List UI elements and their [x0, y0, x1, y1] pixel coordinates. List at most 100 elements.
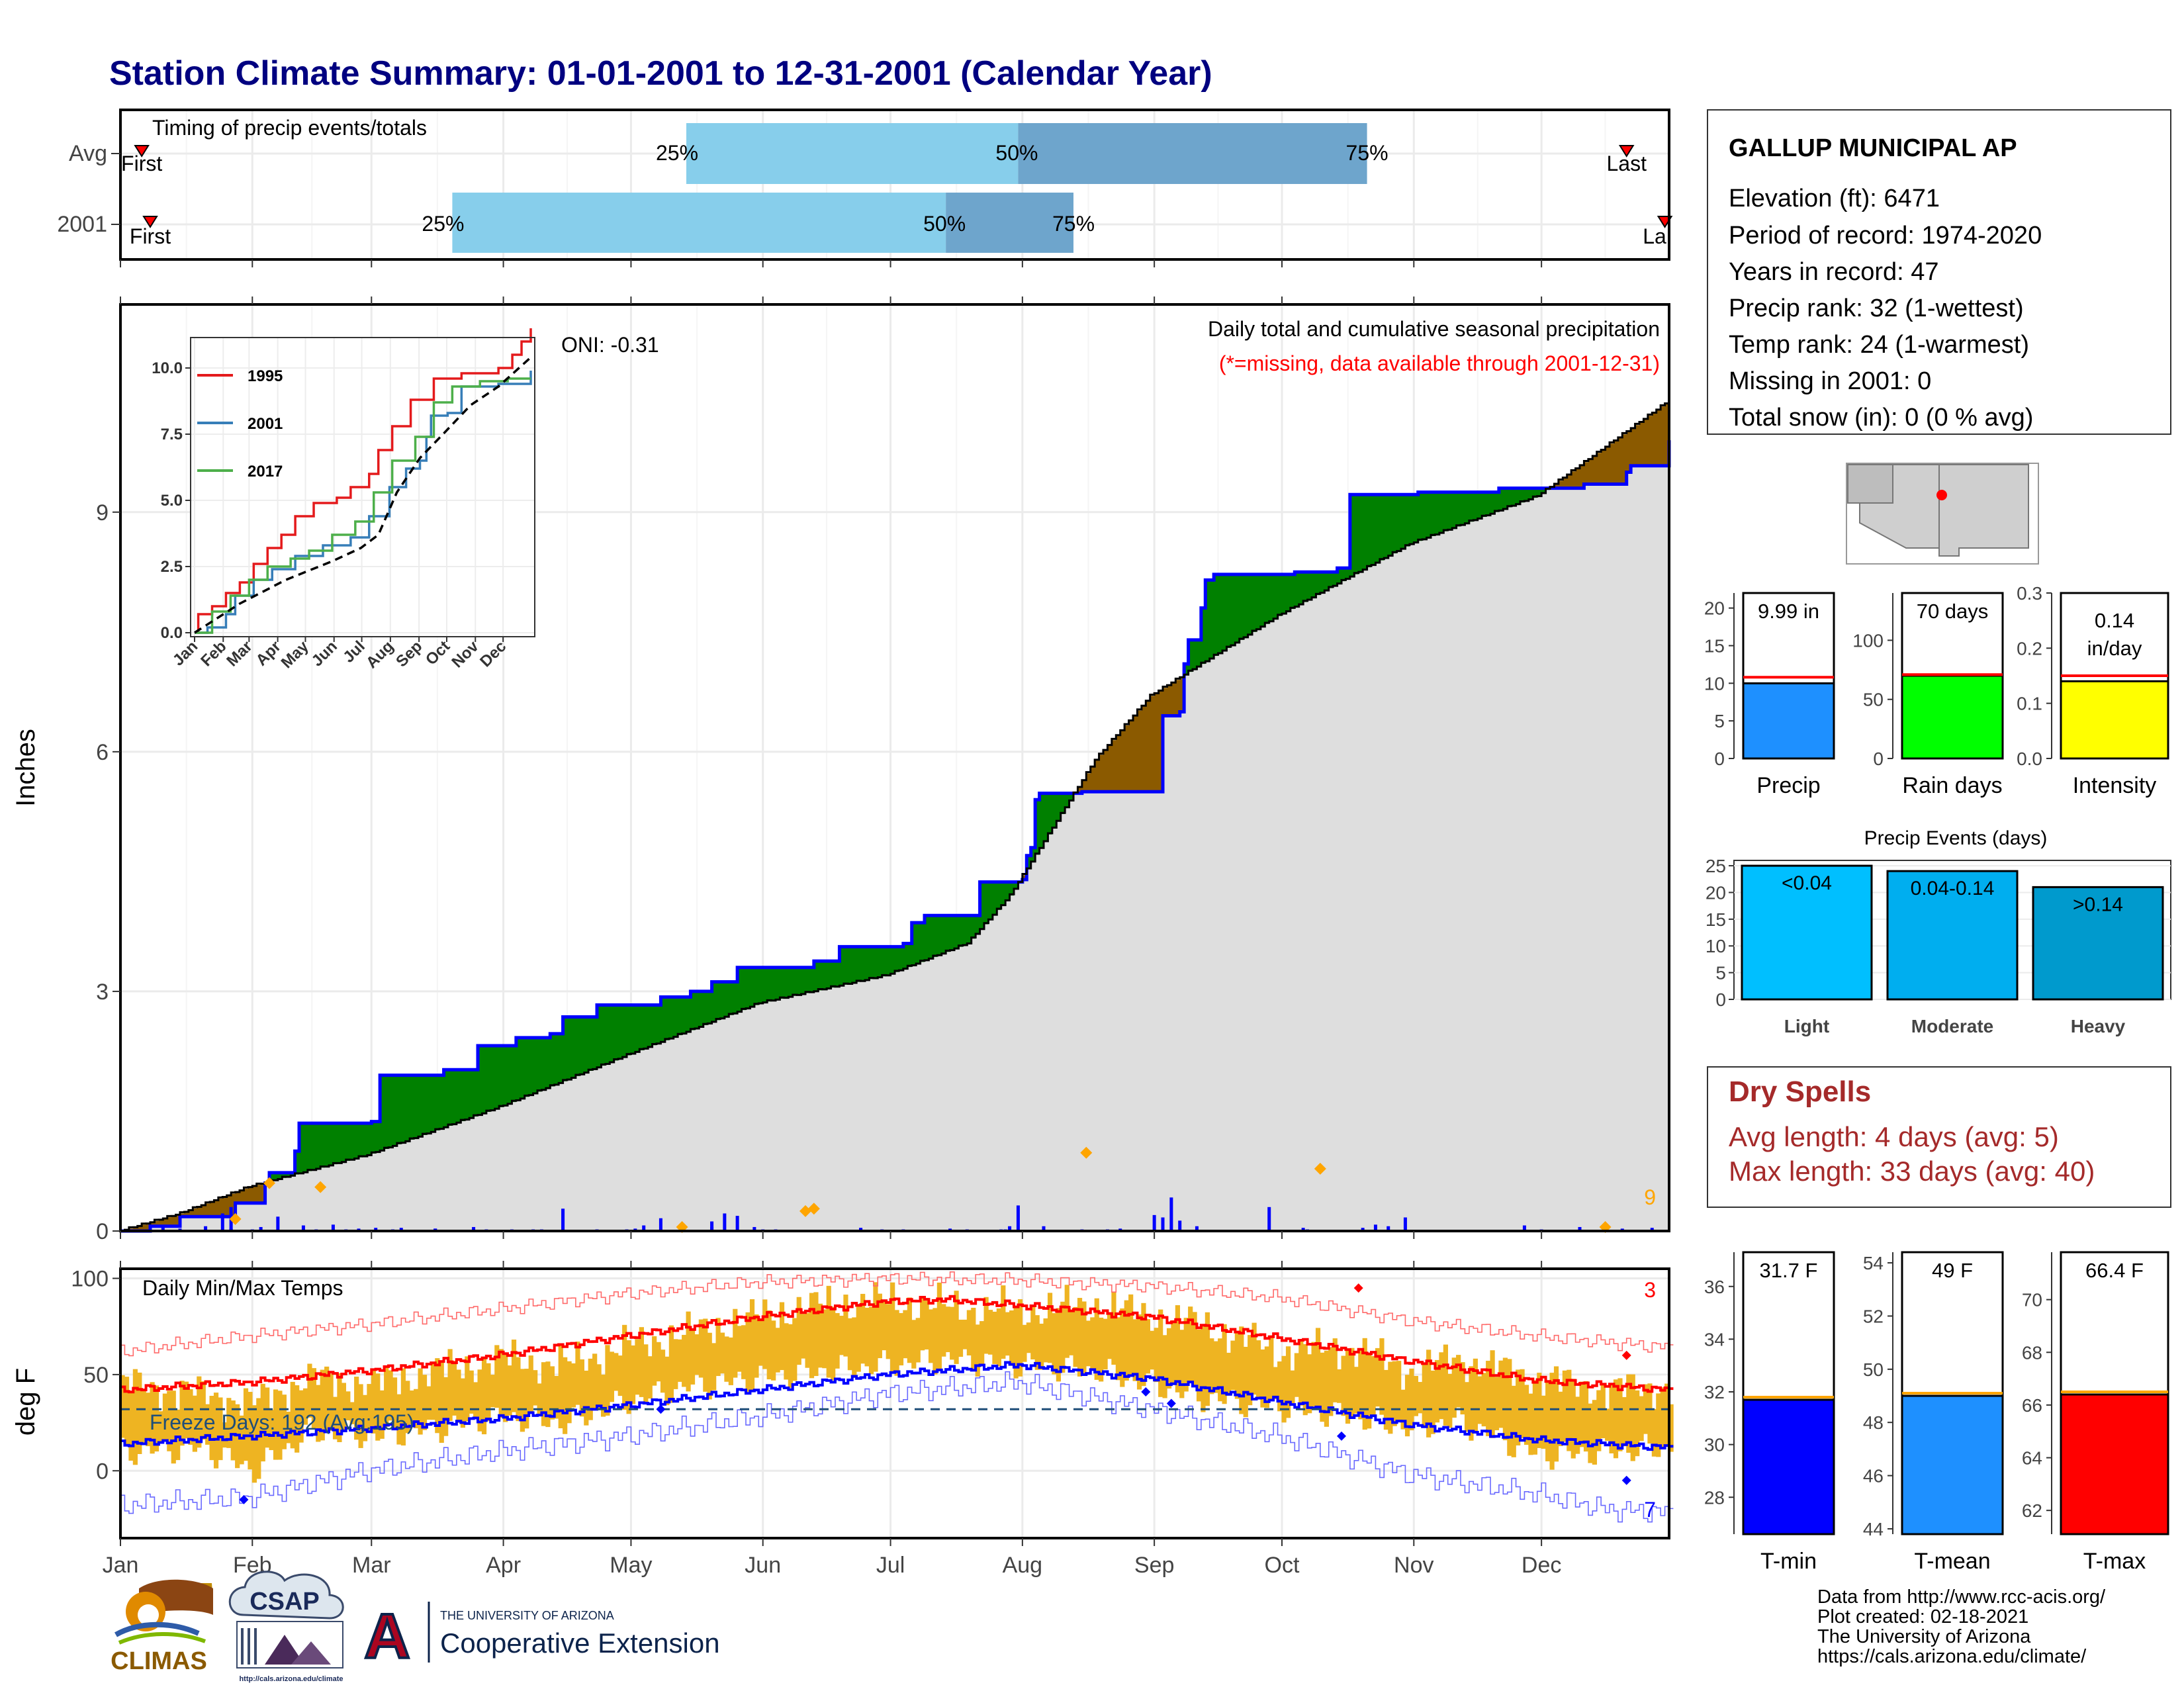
daily-precip-bar	[710, 1226, 714, 1231]
small-bar-y-tick-label: 0.1	[2017, 694, 2042, 714]
daily-temp-bar	[1460, 1362, 1465, 1415]
daily-temp-bar	[405, 1381, 410, 1434]
small-bar-value	[1742, 1398, 1835, 1535]
daily-temp-bar	[362, 1394, 368, 1441]
daily-temp-bar	[1162, 1335, 1167, 1398]
daily-precip-bar	[1361, 1228, 1365, 1231]
daily-temp-bar	[1290, 1370, 1295, 1404]
small-bar-y-tick-label: 50	[1863, 690, 1884, 710]
daily-temp-bar	[345, 1391, 351, 1421]
small-bar-raindays-bar: 0 50 100 70 days Rain days	[1852, 592, 2004, 798]
precip-inset-chart: 0.02.55.07.510.0JanFebMarAprMayJunJulAug…	[152, 328, 535, 672]
daily-temp-bar	[1635, 1390, 1640, 1457]
daily-temp-bar	[128, 1393, 134, 1461]
university-of-arizona-logo: A THE UNIVERSITY OF ARIZONA Cooperative …	[363, 1600, 719, 1673]
freeze-days-label: Freeze Days: 192 (Avg:195)	[150, 1410, 414, 1434]
daily-temp-bar	[1273, 1367, 1278, 1400]
record-day-marker	[799, 1205, 811, 1217]
small-bar-y-tick-label: 28	[1704, 1487, 1725, 1508]
daily-temp-bar	[1115, 1317, 1120, 1381]
record-low-marker	[1141, 1387, 1151, 1397]
daily-temp-bar	[1218, 1338, 1223, 1402]
daily-temp-bar	[1545, 1381, 1551, 1461]
station-line-years: Years in record: 47	[1729, 258, 1939, 286]
events-bar	[2032, 886, 2164, 1001]
small-bar-y-tick-label: 44	[1863, 1519, 1884, 1539]
daily-temp-bar	[924, 1301, 929, 1349]
daily-temp-bar	[392, 1377, 398, 1430]
daily-temp-bar	[1298, 1340, 1304, 1406]
timing-p50-label: 50%	[995, 141, 1038, 165]
daily-temp-bar	[1039, 1324, 1044, 1370]
oni-label: ONI: -0.31	[561, 333, 659, 357]
daily-precip-bar	[723, 1213, 727, 1231]
daily-temp-bar	[983, 1297, 989, 1354]
inset-legend-label: 2017	[248, 463, 283, 480]
daily-temp-bar	[481, 1357, 487, 1435]
daily-temp-bar	[358, 1384, 363, 1448]
daily-temp-bar	[1158, 1309, 1163, 1397]
daily-temp-bar	[1017, 1299, 1023, 1377]
temp-x-tick-label: Nov	[1394, 1553, 1433, 1578]
daily-temp-bar	[1311, 1342, 1316, 1406]
timing-bar-50-75	[1018, 123, 1367, 184]
record-day-marker	[314, 1181, 327, 1193]
timing-label: Timing of precip events/totals	[152, 116, 427, 140]
daily-temp-bar	[954, 1291, 959, 1364]
events-bar	[1741, 864, 1873, 1001]
daily-temp-bar	[792, 1318, 797, 1381]
daily-temp-bar	[1243, 1346, 1248, 1418]
daily-temp-bar	[745, 1312, 751, 1392]
daily-temp-bar	[307, 1363, 312, 1418]
precip-panel: 0 3 6 9 Daily total and cumulative seasonal…	[11, 259, 1671, 1244]
daily-temp-bar	[260, 1383, 265, 1462]
daily-temp-bar	[1030, 1306, 1036, 1359]
daily-temp-bar	[1269, 1335, 1274, 1400]
daily-temp-bar	[1234, 1331, 1240, 1399]
csap-wordmark: CSAP	[250, 1588, 320, 1616]
first-event-triangle-icon	[142, 216, 158, 228]
footer-credits: Data from http://www.rcc-acis.org/ Plot …	[1817, 1586, 2106, 1667]
small-bar-y-tick-label: 5	[1714, 711, 1725, 731]
daily-temp-bar	[1651, 1408, 1657, 1457]
daily-temp-bar	[418, 1368, 423, 1435]
small-bar-tmax-bar: 62 64 66 68 70 66.4 F T-max	[2022, 1251, 2169, 1574]
daily-temp-bar	[563, 1357, 568, 1434]
daily-temp-bar	[1332, 1338, 1338, 1402]
ua-block-a-icon: A	[364, 1601, 410, 1672]
daily-precip-bar	[1152, 1214, 1156, 1231]
daily-temp-bar	[388, 1370, 393, 1421]
daily-temp-bar	[741, 1325, 747, 1379]
daily-temp-bar	[328, 1373, 334, 1431]
small-bar-value	[1901, 674, 2004, 760]
footer-line-created: Plot created: 02-18-2021	[1817, 1606, 2028, 1627]
daily-precip-bar	[642, 1225, 646, 1231]
events-category-label: Moderate	[1911, 1016, 1993, 1036]
daily-temp-bar	[494, 1345, 500, 1408]
daily-temp-bar	[1549, 1373, 1555, 1470]
record-low-marker	[656, 1404, 666, 1414]
daily-temp-bar	[822, 1309, 827, 1369]
daily-precip-bar	[1267, 1207, 1271, 1231]
daily-temp-bar	[1120, 1308, 1125, 1387]
daily-temp-bar	[652, 1336, 657, 1386]
small-bar-value-label: 70 days	[1917, 600, 1989, 623]
small-bar-unit-label: in/day	[2087, 637, 2142, 660]
events-category-label: Light	[1784, 1016, 1829, 1036]
events-category-label: Heavy	[2071, 1016, 2126, 1036]
daily-temp-bar	[1345, 1349, 1351, 1424]
temp-x-tick-label: Oct	[1265, 1553, 1300, 1578]
daily-temp-bar	[1090, 1317, 1095, 1370]
map-neighbor-state	[1847, 464, 1893, 504]
daily-temp-bar	[248, 1392, 253, 1470]
small-bar-y-tick-label: 0	[1714, 749, 1725, 769]
daily-temp-bar	[903, 1310, 908, 1359]
daily-temp-bar	[1630, 1374, 1635, 1461]
csap-logo: CSAP http://cals.arizona.edu/climate	[228, 1571, 344, 1683]
daily-temp-bar	[719, 1332, 725, 1374]
daily-temp-bar	[996, 1308, 1001, 1367]
daily-temp-bar	[617, 1355, 623, 1396]
daily-temp-bar	[630, 1345, 636, 1404]
record-day-marker	[807, 1203, 820, 1215]
